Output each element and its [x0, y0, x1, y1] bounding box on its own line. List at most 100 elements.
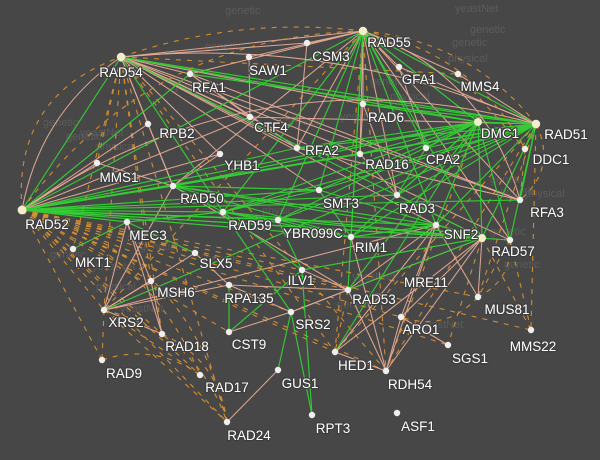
graph-node-gus1[interactable]	[274, 366, 282, 374]
graph-node-rad55[interactable]	[358, 26, 368, 36]
graph-node-rad16[interactable]	[356, 150, 364, 158]
graph-node-ybr099c[interactable]	[274, 216, 282, 224]
graph-edge-yeastnet	[347, 121, 479, 291]
graph-edge-physical	[398, 66, 427, 149]
graph-node-mms4[interactable]	[454, 70, 462, 78]
watermark-text: yeastNet	[455, 3, 498, 15]
graph-node-asf1[interactable]	[393, 409, 401, 417]
graph-node-rpb2[interactable]	[144, 120, 152, 128]
graph-edge-yeastnet	[362, 30, 479, 123]
graph-node-rfa3[interactable]	[516, 196, 524, 204]
graph-node-rim1[interactable]	[347, 233, 355, 241]
graph-node-srs2[interactable]	[287, 308, 295, 316]
graph-node-rad51[interactable]	[531, 119, 541, 129]
watermark-text: yeastNet	[420, 319, 463, 331]
graph-edge-physical	[120, 56, 320, 191]
graph-node-rad17[interactable]	[196, 371, 204, 379]
graph-edge-yeastnet	[120, 56, 479, 123]
graph-node-rad24[interactable]	[223, 418, 231, 426]
graph-node-rfa1[interactable]	[186, 70, 194, 78]
graph-node-label-rad50: RAD50	[180, 191, 224, 206]
graph-edge-physical	[228, 284, 292, 313]
graph-edge-physical	[120, 56, 251, 118]
graph-edge-yeastnet	[359, 123, 537, 155]
graph-edge-yeastnet	[126, 211, 224, 223]
graph-edge-yeastnet	[347, 237, 483, 291]
graph-edge-yeastnet	[277, 311, 292, 371]
graph-edge-physical	[194, 252, 230, 286]
graph-node-rad6[interactable]	[359, 100, 367, 108]
graph-node-rpt3[interactable]	[308, 411, 316, 419]
graph-edge-yeastnet	[277, 219, 303, 271]
graph-edge-physical	[334, 237, 483, 353]
node-layer[interactable]	[17, 26, 541, 426]
graph-edge-yeastnet	[222, 211, 303, 271]
graph-edge-physical	[103, 309, 163, 335]
graph-node-rad59[interactable]	[219, 208, 227, 216]
graph-node-hed1[interactable]	[331, 348, 339, 356]
graph-node-rad9[interactable]	[98, 356, 106, 364]
graph-node-ilv1[interactable]	[298, 266, 306, 274]
graph-node-aro1[interactable]	[397, 313, 405, 321]
graph-node-slx5[interactable]	[191, 249, 199, 257]
graph-node-rad54[interactable]	[116, 52, 126, 62]
graph-node-mus81[interactable]	[474, 293, 482, 301]
graph-node-label-gfa1: GFA1	[402, 72, 437, 87]
graph-node-dmc1[interactable]	[474, 118, 482, 126]
graph-node-mre11[interactable]	[432, 221, 440, 229]
graph-edge-yeastnet	[350, 236, 483, 239]
graph-node-rad57[interactable]	[506, 236, 514, 244]
graph-edge-yeastnet	[481, 123, 537, 239]
graph-edge-genetic	[385, 123, 537, 372]
graph-edge-yeastnet	[318, 30, 364, 191]
graph-edge-physical	[96, 162, 174, 187]
graph-edge-yeastnet	[172, 185, 437, 226]
graph-node-rfa2[interactable]	[293, 144, 301, 152]
graph-node-yhb1[interactable]	[216, 150, 224, 158]
edge-layer	[20, 26, 545, 423]
graph-node-label-csm3: CSM3	[312, 49, 350, 64]
graph-node-sgs1[interactable]	[444, 341, 452, 349]
graph-node-snf2[interactable]	[478, 234, 486, 242]
graph-edge-arc-genetic	[21, 30, 364, 211]
graph-edge-yeastnet	[277, 121, 479, 221]
graph-node-xrs2[interactable]	[100, 306, 108, 314]
graph-node-msh6[interactable]	[147, 277, 155, 285]
graph-node-mms1[interactable]	[93, 159, 101, 167]
graph-node-label-mkt1: MKT1	[75, 255, 111, 270]
graph-node-rpa135[interactable]	[225, 281, 233, 289]
graph-node-cst9[interactable]	[225, 328, 233, 336]
graph-edge-yeastnet	[222, 211, 483, 239]
watermark-text: genetic	[66, 131, 102, 143]
graph-node-mkt1[interactable]	[69, 245, 77, 253]
graph-node-saw1[interactable]	[245, 53, 253, 61]
graph-edge-physical	[347, 224, 437, 291]
graph-edge-physical	[301, 269, 349, 291]
graph-edge-physical	[226, 369, 279, 423]
graph-edge-arc-genetic	[161, 333, 228, 423]
graph-node-mec3[interactable]	[123, 218, 131, 226]
graph-node-rdh54[interactable]	[382, 367, 390, 375]
graph-node-rad53[interactable]	[344, 286, 352, 294]
watermark-text: yeastNet	[92, 261, 135, 273]
graph-node-ddc1[interactable]	[521, 145, 529, 153]
graph-node-smt3[interactable]	[315, 186, 323, 194]
graph-edge-yeastnet	[277, 219, 352, 238]
graph-node-rad52[interactable]	[17, 205, 27, 215]
graph-node-label-mms22: MMS22	[510, 339, 557, 354]
graph-node-label-rad54: RAD54	[99, 65, 143, 80]
graph-node-mms22[interactable]	[527, 326, 535, 334]
graph-edge-physical	[228, 284, 349, 291]
graph-node-cpa2[interactable]	[422, 144, 430, 152]
graph-node-ctf4[interactable]	[246, 113, 254, 121]
watermark-text: physical	[525, 188, 565, 200]
graph-node-rad18[interactable]	[158, 330, 166, 338]
graph-node-csm3[interactable]	[303, 39, 311, 47]
graph-node-rad50[interactable]	[169, 182, 177, 190]
graph-edge-genetic	[103, 56, 122, 311]
graph-node-gfa1[interactable]	[395, 63, 403, 71]
graph-edge-yeastnet	[396, 147, 427, 196]
graph-node-rad3[interactable]	[393, 191, 401, 199]
